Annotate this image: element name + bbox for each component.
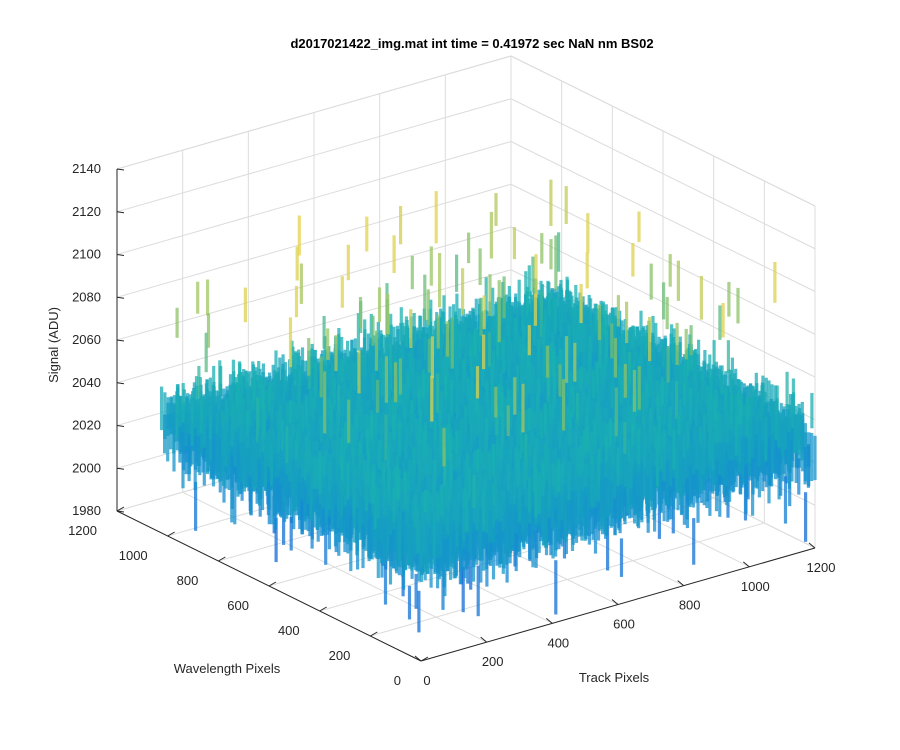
grid-line: [510, 55, 816, 207]
surface: [160, 179, 817, 633]
grid-line: [116, 55, 512, 170]
grid-line: [370, 522, 765, 637]
